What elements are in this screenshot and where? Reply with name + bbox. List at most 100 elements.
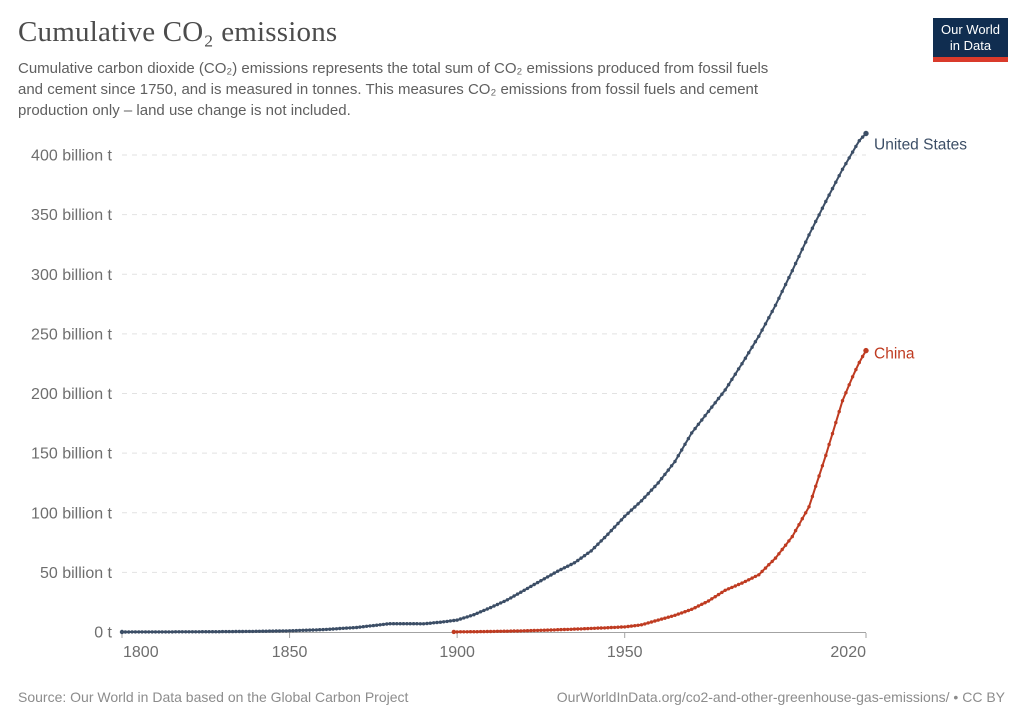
series-point bbox=[703, 601, 707, 605]
series-point bbox=[663, 472, 667, 477]
series-point bbox=[264, 629, 268, 633]
series-point bbox=[318, 628, 322, 632]
series-point bbox=[267, 629, 272, 633]
series-united-states[interactable]: United States bbox=[119, 130, 968, 635]
footer-right: OurWorldInData.org/co2-and-other-greenho… bbox=[557, 689, 1005, 705]
series-point bbox=[633, 505, 637, 509]
series-point bbox=[669, 464, 674, 468]
series-point bbox=[210, 630, 215, 634]
series-point bbox=[331, 627, 335, 631]
series-point bbox=[452, 618, 456, 623]
series-point bbox=[512, 629, 516, 633]
page-title: Cumulative CO₂ emissions bbox=[18, 16, 338, 48]
series-point bbox=[451, 629, 456, 635]
series-point bbox=[592, 545, 597, 550]
series-point bbox=[793, 528, 798, 533]
series-point bbox=[277, 629, 282, 633]
series-point bbox=[680, 448, 684, 452]
series-line[interactable] bbox=[453, 350, 867, 633]
series-point bbox=[515, 592, 520, 596]
series-point bbox=[837, 409, 841, 414]
series-point bbox=[147, 630, 151, 634]
series-point bbox=[740, 581, 744, 585]
series-point bbox=[160, 630, 164, 634]
series-point bbox=[623, 514, 627, 518]
series-point bbox=[482, 608, 486, 613]
series-point bbox=[820, 464, 825, 468]
series-point bbox=[257, 629, 262, 633]
series-point bbox=[713, 401, 717, 405]
series-point bbox=[559, 627, 563, 632]
series-point bbox=[599, 626, 603, 630]
series-point bbox=[629, 624, 634, 628]
series-point bbox=[656, 618, 660, 622]
series-point bbox=[616, 521, 620, 526]
series-point bbox=[204, 630, 208, 634]
series-point bbox=[237, 629, 241, 634]
series-point bbox=[747, 578, 751, 582]
series-point bbox=[324, 627, 329, 632]
series-point bbox=[401, 622, 406, 626]
owid-logo[interactable]: Our World in Data bbox=[933, 18, 1008, 62]
series-point bbox=[830, 431, 835, 436]
series-point bbox=[475, 630, 479, 634]
series-point bbox=[415, 622, 419, 626]
series-point bbox=[643, 495, 647, 499]
series-china[interactable]: China bbox=[451, 346, 915, 635]
series-point bbox=[730, 377, 734, 382]
series-point bbox=[804, 240, 808, 244]
series-point bbox=[425, 621, 429, 626]
y-tick-label: 400 billion t bbox=[31, 148, 113, 165]
series-point bbox=[673, 459, 677, 464]
series-point bbox=[736, 582, 741, 587]
series-point bbox=[153, 630, 158, 634]
series-point bbox=[127, 630, 131, 634]
series-point bbox=[863, 130, 869, 137]
series-point bbox=[529, 584, 533, 589]
y-tick-label: 150 billion t bbox=[31, 446, 113, 463]
series-point bbox=[814, 484, 818, 488]
series-point bbox=[167, 630, 171, 634]
series-point bbox=[820, 206, 825, 210]
series-point bbox=[552, 571, 556, 575]
footer-url-link[interactable]: OurWorldInData.org/co2-and-other-greenho… bbox=[556, 689, 950, 705]
series-point bbox=[354, 625, 359, 630]
series-point bbox=[827, 193, 831, 197]
series-point bbox=[519, 629, 523, 633]
series-point bbox=[589, 626, 593, 631]
series-line[interactable] bbox=[122, 132, 867, 633]
y-tick-label: 100 billion t bbox=[31, 505, 113, 522]
series-point bbox=[314, 628, 319, 632]
series-point bbox=[227, 629, 231, 634]
series-point bbox=[612, 625, 617, 630]
series-point bbox=[562, 566, 567, 570]
series-point bbox=[194, 630, 198, 634]
series-point bbox=[214, 630, 218, 634]
series-point bbox=[411, 622, 416, 626]
series-point bbox=[757, 334, 761, 338]
series-point bbox=[850, 375, 855, 379]
series-point bbox=[676, 454, 680, 458]
series-point bbox=[482, 629, 486, 634]
series-point bbox=[455, 630, 459, 634]
series-label[interactable]: United States bbox=[874, 137, 967, 154]
series-point bbox=[545, 628, 550, 632]
series-point bbox=[485, 607, 489, 611]
series-point bbox=[562, 627, 567, 632]
license-label[interactable]: CC BY bbox=[962, 689, 1005, 705]
series-point bbox=[458, 617, 463, 621]
series-point bbox=[378, 623, 382, 627]
series-point bbox=[502, 629, 506, 633]
series-point bbox=[556, 628, 560, 632]
series-point bbox=[683, 610, 687, 614]
series-point bbox=[733, 372, 737, 376]
series-point bbox=[338, 626, 342, 631]
series-point bbox=[184, 630, 188, 634]
owid-logo-line-2: in Data bbox=[949, 38, 992, 53]
series-point bbox=[747, 351, 751, 355]
series-point bbox=[726, 587, 731, 591]
series-point bbox=[549, 573, 553, 577]
series-point bbox=[133, 630, 138, 634]
series-label[interactable]: China bbox=[874, 346, 915, 363]
series-point bbox=[502, 599, 506, 604]
